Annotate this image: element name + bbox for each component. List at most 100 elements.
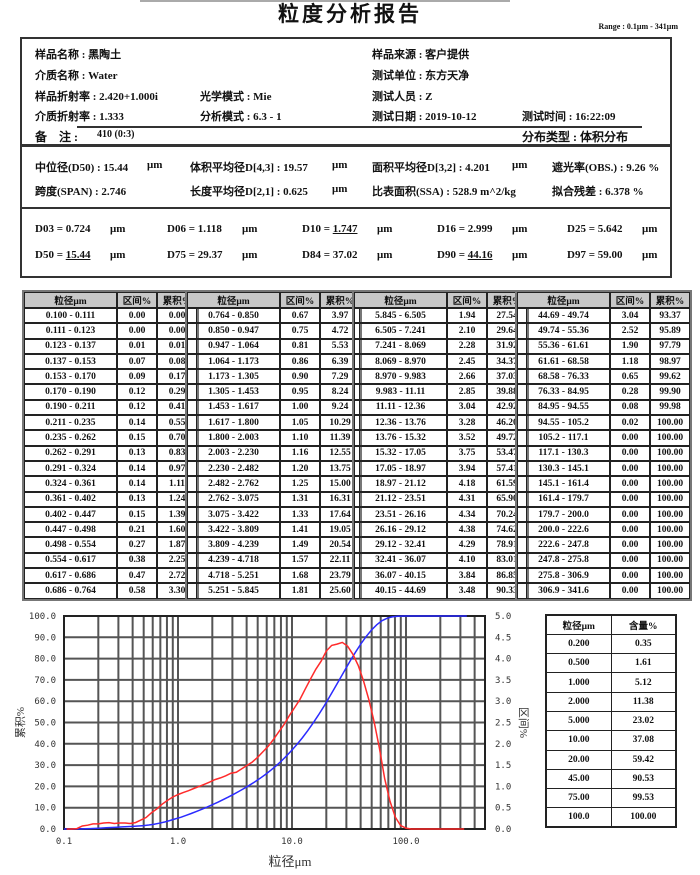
size-range: 44.69 - 49.74 (517, 308, 610, 324)
table-row: 2.003 - 2.230 1.16 12.55 (187, 445, 360, 461)
cumulative-percent: 13.75 (320, 460, 360, 477)
size-range: 1.617 - 1.800 (187, 415, 280, 431)
size-range: 0.137 - 0.153 (24, 353, 117, 370)
medium-name: 介质名称 : Water (35, 70, 118, 82)
interval-percent: 0.90 (280, 369, 320, 385)
table-row: 4.718 - 5.251 1.68 23.79 (187, 568, 360, 584)
size-table-column-1: 粒径μm 区间% 累积% 0.100 - 0.111 0.00 0.00 0.111 - 0… (22, 290, 199, 601)
table-row: 0.498 - 0.554 0.27 1.87 (24, 537, 197, 553)
size-range: 0.324 - 0.361 (24, 476, 117, 492)
size-table-column-2: 粒径μm 区间% 累积% 0.764 - 0.850 0.67 3.97 0.850 - 0… (185, 290, 362, 601)
cumulative-percent: 31.92 (487, 338, 527, 354)
cumulative-percent: 11.39 (320, 430, 360, 446)
cumulative-percent: 7.29 (320, 369, 360, 385)
table-row: 15.32 - 17.05 3.75 53.47 (354, 445, 527, 461)
interval-percent: 0.95 (280, 384, 320, 400)
size-range: 0.170 - 0.190 (24, 384, 117, 400)
test-date: 测试日期 : 2019-10-12 (372, 111, 477, 123)
size-range: 4.718 - 5.251 (187, 568, 280, 584)
cumulative-percent: 100.00 (650, 552, 690, 569)
unit: μm (512, 159, 528, 171)
interval-percent: 4.31 (447, 491, 487, 507)
interval-percent: 0.65 (610, 369, 650, 385)
size-range: 0.190 - 0.211 (24, 399, 117, 416)
table-row: 200.0 - 222.6 0.00 100.00 (517, 522, 690, 538)
table-row: 1.000 5.12 (545, 672, 677, 693)
cumulative-percent: 98.97 (650, 353, 690, 370)
cumulative-percent: 0.00 (157, 308, 197, 324)
interval-percent: 4.38 (447, 522, 487, 538)
cumulative-percent: 42.92 (487, 399, 527, 416)
content-summary-table: 粒径μm 含量% 0.200 0.35 0.500 1.61 1.000 5.12 2.000 1… (545, 614, 677, 829)
cumulative-percent: 100.00 (650, 491, 690, 507)
particle-size: 5.000 (545, 710, 612, 732)
table-row: 5.251 - 5.845 1.81 25.60 (187, 583, 360, 599)
table-row: 105.2 - 117.1 0.00 100.00 (517, 430, 690, 446)
interval-percent: 0.01 (117, 338, 157, 354)
interval-percent: 0.81 (280, 338, 320, 354)
size-range: 130.3 - 145.1 (517, 460, 610, 477)
content-percent: 37.08 (610, 730, 677, 751)
table-row: 36.07 - 40.15 3.84 86.85 (354, 568, 527, 584)
d-value-number: 44.16 (467, 249, 493, 261)
cumulative-percent: 100.00 (650, 415, 690, 431)
y-tick-right: 5.0 (495, 612, 511, 622)
y-tick-left: 50.0 (34, 719, 56, 729)
d-value-number: 0.724 (65, 223, 91, 235)
interval-percent: 0.14 (117, 460, 157, 477)
interval-percent: 1.57 (280, 552, 320, 569)
interval-percent: 0.15 (117, 430, 157, 446)
table-row: 0.324 - 0.361 0.14 1.11 (24, 476, 197, 492)
interval-percent: 0.12 (117, 384, 157, 400)
x-axis-label: 粒径μm (268, 854, 311, 869)
cumulative-percent: 53.47 (487, 445, 527, 461)
particle-size: 2.000 (545, 691, 612, 712)
cumulative-percent: 2.25 (157, 552, 197, 569)
unit: μm (242, 223, 258, 235)
interval-percent: 1.94 (447, 308, 487, 324)
cumulative-percent: 4.72 (320, 323, 360, 339)
cumulative-percent: 0.08 (157, 353, 197, 370)
size-range: 222.6 - 247.8 (517, 537, 610, 553)
size-range: 5.845 - 6.505 (354, 308, 447, 324)
table-row: 0.262 - 0.291 0.13 0.83 (24, 445, 197, 461)
content-percent: 11.38 (610, 691, 677, 712)
column-header: 累积% (650, 292, 690, 308)
size-range: 1.064 - 1.173 (187, 353, 280, 370)
table-row: 49.74 - 55.36 2.52 95.89 (517, 323, 690, 339)
y-tick-left: 40.0 (34, 740, 56, 750)
cumulative-percent: 0.00 (157, 323, 197, 339)
table-row: 0.153 - 0.170 0.09 0.17 (24, 369, 197, 385)
sample-name: 样品名称 : 黑陶土 (35, 49, 122, 61)
table-row: 45.00 90.53 (545, 768, 677, 790)
column-header: 粒径μm (24, 292, 117, 308)
size-range: 161.4 - 179.7 (517, 491, 610, 507)
size-range: 76.33 - 84.95 (517, 384, 610, 400)
column-header: 粒径μm (517, 292, 610, 308)
unit: μm (642, 223, 658, 235)
interval-percent: 0.27 (117, 537, 157, 553)
cumulative-percent: 70.24 (487, 506, 527, 523)
table-row: 3.422 - 3.809 1.41 19.05 (187, 522, 360, 538)
table-row: 10.00 37.08 (545, 730, 677, 751)
table-header: 粒径μm 含量% (545, 614, 677, 635)
size-range: 55.36 - 61.61 (517, 338, 610, 354)
size-range: 0.291 - 0.324 (24, 460, 117, 477)
cumulative-percent: 100.00 (650, 568, 690, 584)
table-row: 2.230 - 2.482 1.20 13.75 (187, 460, 360, 477)
interval-percent: 2.28 (447, 338, 487, 354)
y-tick-left: 60.0 (34, 697, 56, 707)
cumulative-percent: 99.90 (650, 384, 690, 400)
table-row: 4.239 - 4.718 1.57 22.11 (187, 552, 360, 569)
table-row: 145.1 - 161.4 0.00 100.00 (517, 476, 690, 492)
cumulative-percent: 10.29 (320, 415, 360, 431)
table-row: 61.61 - 68.58 1.18 98.97 (517, 353, 690, 370)
column-header: 粒径μm (187, 292, 280, 308)
unit: μm (512, 249, 528, 261)
y-tick-left: 20.0 (34, 782, 56, 792)
unit: μm (377, 223, 393, 235)
table-row: 306.9 - 341.6 0.00 100.00 (517, 583, 690, 599)
table-header: 粒径μm 区间% 累积% (354, 292, 527, 308)
y-axis-label-left: 累积% (14, 707, 27, 738)
d-value-d50: D50 = 15.44 (35, 249, 91, 261)
